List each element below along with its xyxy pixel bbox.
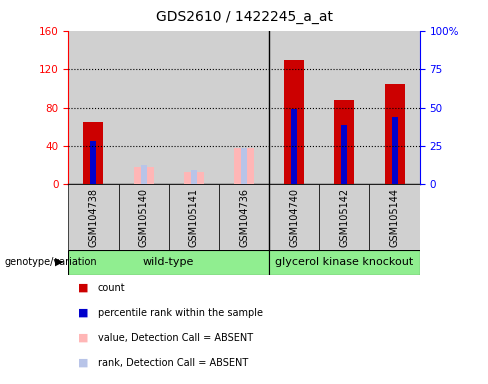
Bar	[269, 184, 319, 250]
Text: GSM104738: GSM104738	[88, 188, 99, 247]
Text: GSM105144: GSM105144	[389, 188, 400, 247]
Text: GSM105140: GSM105140	[139, 188, 149, 247]
Bar	[342, 125, 347, 184]
Bar	[234, 148, 254, 184]
Bar	[68, 31, 119, 184]
Bar	[385, 84, 405, 184]
Text: count: count	[98, 283, 125, 293]
Bar	[269, 250, 420, 275]
Bar	[90, 141, 97, 184]
Bar	[169, 31, 219, 184]
Bar	[119, 31, 169, 184]
Bar	[391, 117, 398, 184]
Bar	[141, 165, 146, 184]
Bar	[369, 184, 420, 250]
Bar	[319, 31, 369, 184]
Bar	[284, 60, 304, 184]
Bar	[319, 184, 369, 250]
Bar	[369, 31, 420, 184]
Text: GSM105142: GSM105142	[339, 188, 349, 247]
Bar	[269, 31, 319, 184]
Bar	[68, 184, 119, 250]
Bar	[191, 170, 197, 184]
Text: glycerol kinase knockout: glycerol kinase knockout	[275, 257, 413, 267]
Text: rank, Detection Call = ABSENT: rank, Detection Call = ABSENT	[98, 358, 248, 368]
Text: ■: ■	[78, 283, 89, 293]
Text: GSM104740: GSM104740	[289, 188, 299, 247]
Text: value, Detection Call = ABSENT: value, Detection Call = ABSENT	[98, 333, 253, 343]
Text: ▶: ▶	[55, 257, 63, 267]
Bar	[83, 122, 103, 184]
Bar	[119, 184, 169, 250]
Bar	[134, 167, 154, 184]
Bar	[219, 184, 269, 250]
Text: ■: ■	[78, 358, 89, 368]
Text: genotype/variation: genotype/variation	[5, 257, 98, 267]
Text: wild-type: wild-type	[143, 257, 194, 267]
Bar	[334, 100, 354, 184]
Bar	[68, 250, 269, 275]
Text: GDS2610 / 1422245_a_at: GDS2610 / 1422245_a_at	[156, 10, 332, 23]
Bar	[291, 109, 297, 184]
Bar	[169, 184, 219, 250]
Text: GSM104736: GSM104736	[239, 188, 249, 247]
Text: ■: ■	[78, 333, 89, 343]
Bar	[219, 31, 269, 184]
Bar	[184, 172, 204, 184]
Text: percentile rank within the sample: percentile rank within the sample	[98, 308, 263, 318]
Text: ■: ■	[78, 308, 89, 318]
Text: GSM105141: GSM105141	[189, 188, 199, 247]
Bar	[241, 148, 247, 184]
